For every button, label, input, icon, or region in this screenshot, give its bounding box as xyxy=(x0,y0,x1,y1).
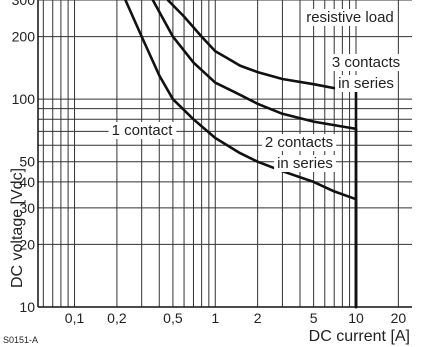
x-tick-label: 0,1 xyxy=(65,310,85,326)
annotation-2-contacts-background xyxy=(261,134,337,151)
annotation-resistive-load: resistive load xyxy=(306,9,394,26)
y-tick-label: 200 xyxy=(12,29,36,45)
x-tick-label: 1 xyxy=(211,310,219,326)
annotation-1-contact: 1 contact xyxy=(112,122,174,139)
x-tick-label: 0,5 xyxy=(163,310,183,326)
y-tick-label: 100 xyxy=(12,91,36,107)
y-tick-label: 40 xyxy=(19,174,35,190)
annotation-3-contacts-in-series: in series xyxy=(338,75,394,92)
annotation-2-contacts: 2 contacts xyxy=(265,134,333,151)
labels: 10 20 30 40 50 100 200 300 0,1 0,2 0,5 1 2 5 10 20 resis… xyxy=(12,0,407,326)
series-line-3 xyxy=(166,0,358,309)
x-tick-label: 20 xyxy=(391,310,407,326)
y-tick-label: 10 xyxy=(19,299,35,315)
curves xyxy=(124,0,358,309)
series-line-1 xyxy=(124,0,358,309)
plot-frame xyxy=(37,0,412,308)
annotation-2-contacts-in-series-background xyxy=(274,155,336,172)
x-axis-title: DC current [A] xyxy=(309,328,410,345)
series-line-2 xyxy=(151,0,358,309)
annotation-1-contact-background xyxy=(108,122,177,139)
y-tick-label: 30 xyxy=(19,200,35,216)
y-tick-label: 20 xyxy=(19,236,35,252)
annotation-resistive-load-background xyxy=(303,9,397,26)
annotation-3-contacts-in-series-background xyxy=(335,75,397,92)
annotation-2-contacts-in-series: in series xyxy=(277,155,333,172)
annotation-3-contacts-background xyxy=(328,54,404,71)
x-tick-label: 5 xyxy=(310,310,318,326)
y-axis-title: DC voltage [Vdc] xyxy=(9,168,26,288)
x-tick-label: 10 xyxy=(348,310,364,326)
x-tick-label: 0,2 xyxy=(107,310,127,326)
y-tick-label: 300 xyxy=(12,0,36,8)
annotation-3-contacts: 3 contacts xyxy=(332,54,400,71)
reference-code: S0151-A xyxy=(3,335,38,345)
x-tick-label: 2 xyxy=(254,310,262,326)
y-tick-label: 50 xyxy=(19,154,35,170)
